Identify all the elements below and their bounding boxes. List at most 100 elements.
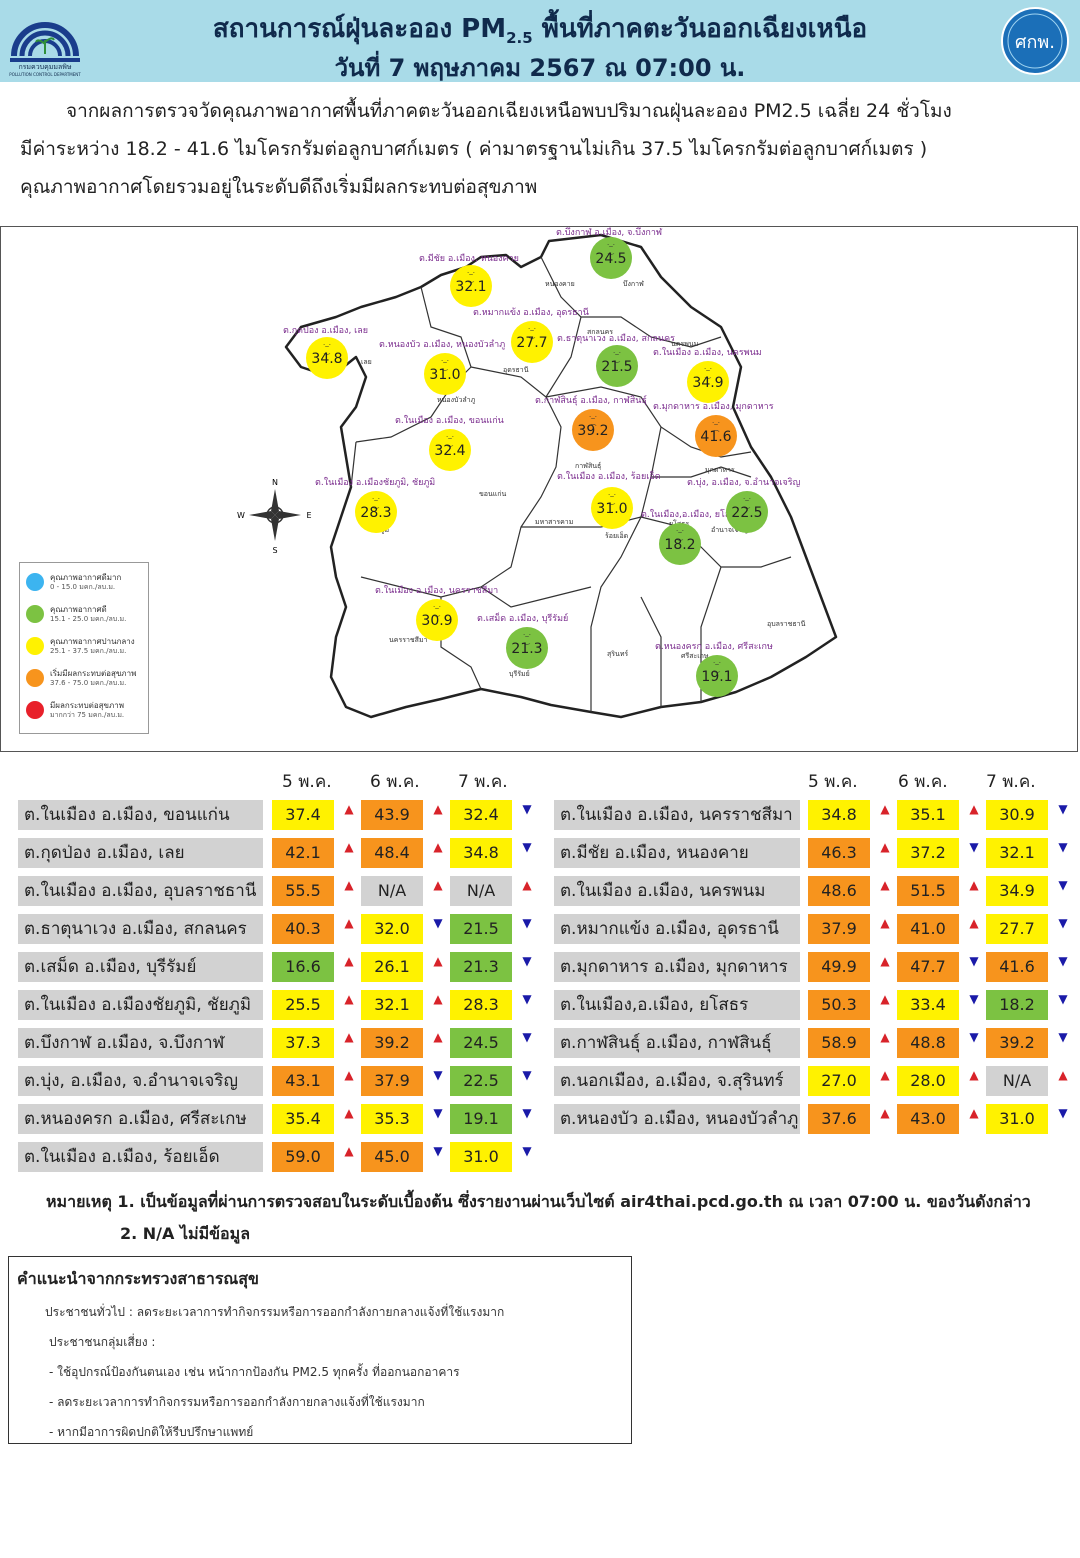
station-bubble: ._. ‿ 31.0 (591, 487, 633, 529)
pm25-value-cell: 33.4 (897, 990, 959, 1020)
pm25-value-cell: 34.8 (808, 800, 870, 830)
note-1: หมายเหตุ 1. เป็นข้อมูลที่ผ่านการตรวจสอบใ… (46, 1192, 1031, 1211)
region-label: อุดรธานี (503, 366, 529, 374)
station-name: ต.ในเมือง,อ.เมือง, ยโสธร (554, 990, 800, 1020)
trend-up-icon: ▲ (969, 916, 979, 930)
map-legend: คุณภาพอากาศดีมาก 0 - 15.0 มคก./ลบ.ม. คุณภ… (19, 562, 149, 734)
legend-swatch (26, 701, 44, 719)
station-name: ต.นอกเมือง, อ.เมือง, จ.สุรินทร์ (554, 1066, 800, 1096)
pm25-value-cell: 30.9 (986, 800, 1048, 830)
trend-up-icon: ▲ (344, 992, 354, 1006)
pm25-value-cell: 40.3 (272, 914, 334, 944)
pm25-value-cell: 37.2 (897, 838, 959, 868)
station-bubble: ._. ‿ 31.0 (424, 353, 466, 395)
pm25-value-cell: 34.8 (450, 838, 512, 868)
pm25-value-cell: 48.4 (361, 838, 423, 868)
station-label: ต.หนองครก อ.เมือง, ศรีสะเกษ (655, 642, 773, 652)
region-label: กาฬสินธุ์ (575, 462, 602, 470)
station-label: ต.ในเมือง,อ.เมือง, ยโสธร (641, 510, 741, 520)
pm25-value-cell: 37.9 (361, 1066, 423, 1096)
region-label: บุรีรัมย์ (509, 670, 530, 678)
station-name: ต.ในเมือง อ.เมือง, นครพนม (554, 876, 800, 906)
station-bubble: ._. ‿ 34.8 (306, 337, 348, 379)
day-header: 7 พ.ค. (986, 772, 1036, 792)
station-label: ต.บึงกาฬ อ.เมือง, จ.บึงกาฬ (556, 228, 663, 238)
station-name: ต.มุกดาหาร อ.เมือง, มุกดาหาร (554, 952, 800, 982)
trend-down-icon: ▼ (1058, 916, 1068, 930)
pm25-value-cell: 37.3 (272, 1028, 334, 1058)
svg-text:S: S (272, 546, 277, 555)
trend-up-icon: ▲ (344, 802, 354, 816)
pm25-value-cell: 21.5 (450, 914, 512, 944)
intro-line-2: มีค่าระหว่าง 18.2 - 41.6 ไมโครกรัมต่อลูก… (20, 138, 928, 160)
trend-down-icon: ▼ (1058, 954, 1068, 968)
station-bubble: ._. ‿ 18.2 (659, 523, 701, 565)
legend-item: คุณภาพอากาศดีมาก 0 - 15.0 มคก./ลบ.ม. (26, 571, 146, 599)
pm25-value-cell: N/A (986, 1066, 1048, 1096)
region-label: ศรีสะเกษ (681, 652, 709, 660)
region-label: สกลนคร (587, 328, 614, 336)
pm25-value-cell: 39.2 (986, 1028, 1048, 1058)
region-label: เลย (361, 358, 372, 366)
station-bubble: ._. ‿ 32.4 (429, 429, 471, 471)
pm25-value-cell: 46.3 (808, 838, 870, 868)
pm25-value-cell: 35.1 (897, 800, 959, 830)
trend-down-icon: ▼ (969, 992, 979, 1006)
pm25-value-cell: 31.0 (450, 1142, 512, 1172)
station-label: ต.หมากแข้ง อ.เมือง, อุดรธานี (473, 308, 589, 318)
trend-up-icon: ▲ (344, 1030, 354, 1044)
trend-up-icon: ▲ (880, 1030, 890, 1044)
legend-swatch (26, 605, 44, 623)
trend-down-icon: ▼ (969, 840, 979, 854)
trend-up-icon: ▲ (433, 878, 443, 892)
trend-down-icon: ▼ (522, 916, 532, 930)
pm25-value-cell: 27.7 (986, 914, 1048, 944)
trend-up-icon: ▲ (344, 840, 354, 854)
pm25-value-cell: 34.9 (986, 876, 1048, 906)
station-bubble: ._. ︵ 41.6 (695, 415, 737, 457)
pm25-value-cell: 32.0 (361, 914, 423, 944)
station-label: ต.เสม็ด อ.เมือง, บุรีรัมย์ (477, 614, 569, 624)
advice-line: - หากมีอาการผิดปกติให้รีบปรึกษาแพทย์ (49, 1425, 254, 1439)
pm25-value-cell: N/A (450, 876, 512, 906)
station-bubble: ._. ‿ 21.3 (506, 627, 548, 669)
pm25-value-cell: 58.9 (808, 1028, 870, 1058)
region-label: ร้อยเอ็ด (605, 532, 629, 540)
trend-up-icon: ▲ (880, 992, 890, 1006)
pm25-value-cell: 37.4 (272, 800, 334, 830)
legend-item: เริ่มมีผลกระทบต่อสุขภาพ 37.6 - 75.0 มคก./… (26, 667, 146, 695)
pm25-value-cell: 39.2 (361, 1028, 423, 1058)
legend-item: คุณภาพอากาศปานกลาง 25.1 - 37.5 มคก./ลบ.ม. (26, 635, 146, 663)
report-date: วันที่ 7 พฤษภาคม 2567 ณ 07:00 น. (334, 54, 746, 82)
trend-up-icon: ▲ (344, 1106, 354, 1120)
trend-down-icon: ▼ (433, 1068, 443, 1082)
station-name: ต.มีชัย อ.เมือง, หนองคาย (554, 838, 800, 868)
region-label: ขอนแก่น (479, 490, 507, 498)
legend-item: มีผลกระทบต่อสุขภาพ มากกว่า 75 มคก./ลบ.ม. (26, 699, 146, 727)
station-name: ต.หมากแข้ง อ.เมือง, อุดรธานี (554, 914, 800, 944)
svg-text:E: E (306, 511, 311, 520)
advice-line: ประชาชนกลุ่มเสี่ยง : (49, 1335, 156, 1349)
pm25-value-cell: 18.2 (986, 990, 1048, 1020)
trend-down-icon: ▼ (522, 1144, 532, 1158)
trend-down-icon: ▼ (1058, 1106, 1068, 1120)
pm25-value-cell: 41.6 (986, 952, 1048, 982)
day-header: 5 พ.ค. (808, 772, 858, 792)
pm25-map: N S W E หนองคาย บึงกาฬ สกลนคร นครพนม อุด… (0, 226, 1078, 752)
trend-up-icon: ▲ (344, 1144, 354, 1158)
station-bubble: ._. ︵ 39.2 (572, 409, 614, 451)
station-label: ต.หนองบัว อ.เมือง, หนองบัวลำภู (379, 340, 506, 350)
compass-rose: N S W E (235, 475, 315, 555)
trend-down-icon: ▼ (433, 1144, 443, 1158)
station-name: ต.หนองครก อ.เมือง, ศรีสะเกษ (18, 1104, 263, 1134)
region-label: อำนาจเจริญ (711, 526, 749, 534)
intro-line-1: จากผลการตรวจวัดคุณภาพอากาศพื้นที่ภาคตะวั… (66, 100, 952, 122)
station-name: ต.ในเมือง อ.เมือง, อุบลราชธานี (18, 876, 263, 906)
trend-down-icon: ▼ (1058, 1030, 1068, 1044)
day-header: 7 พ.ค. (458, 772, 508, 792)
trend-up-icon: ▲ (969, 878, 979, 892)
station-bubble: ._. ‿ 19.1 (696, 655, 738, 697)
trend-up-icon: ▲ (522, 878, 532, 892)
pm25-value-cell: 32.1 (361, 990, 423, 1020)
station-label: ต.กุดป่อง อ.เมือง, เลย (283, 326, 369, 336)
